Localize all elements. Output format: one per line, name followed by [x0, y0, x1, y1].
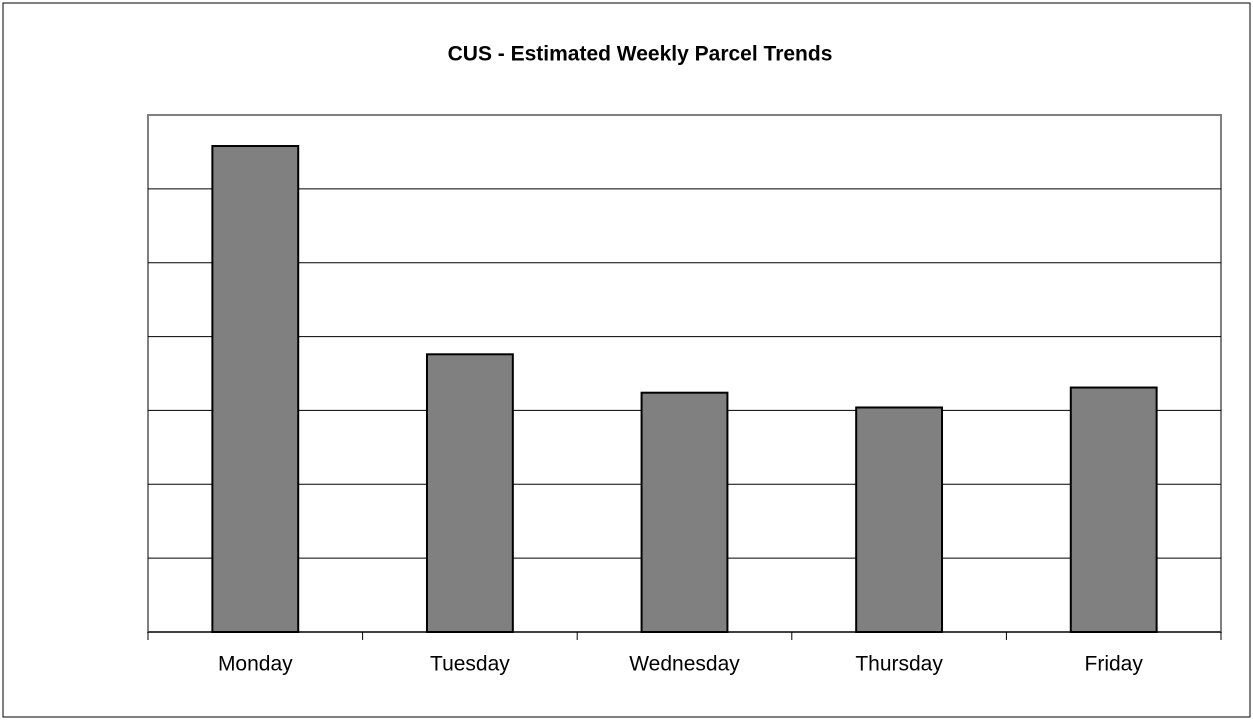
- x-tick-label: Thursday: [855, 653, 943, 676]
- chart-title: CUS - Estimated Weekly Parcel Trends: [448, 43, 833, 66]
- x-tick-label: Tuesday: [430, 653, 510, 676]
- bar: [640, 391, 729, 633]
- x-tick-label: Wednesday: [629, 653, 740, 676]
- x-tick-label: Friday: [1085, 653, 1144, 676]
- bar: [425, 353, 514, 633]
- bar: [1069, 386, 1158, 634]
- bar: [211, 145, 300, 634]
- x-tick-label: Monday: [218, 653, 293, 676]
- bar: [855, 406, 944, 633]
